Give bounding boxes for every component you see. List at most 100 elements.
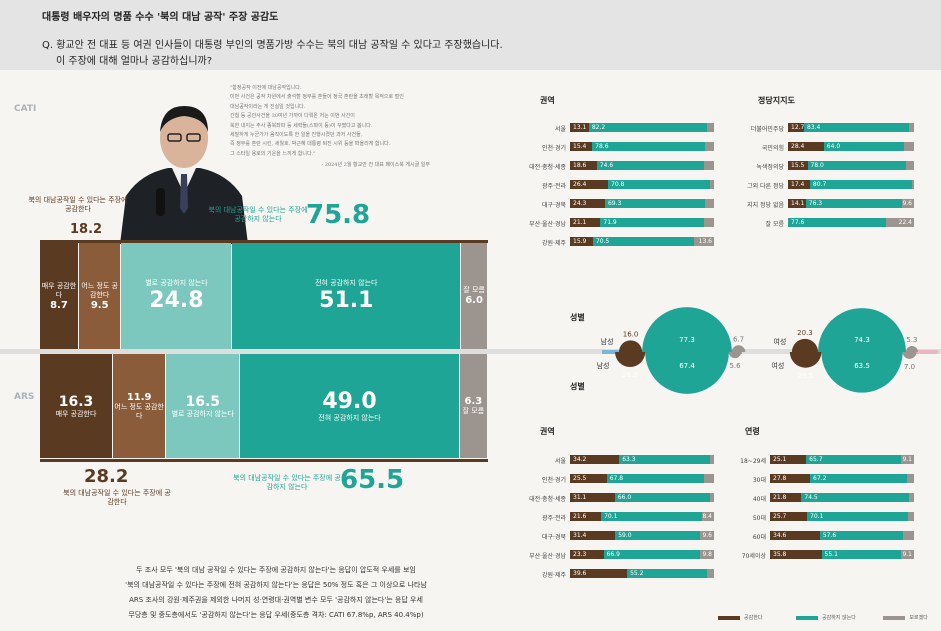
stack-segment: 21.1	[570, 218, 601, 227]
stack-segment: 34.2	[570, 455, 620, 464]
row-category-label: 광주·전라	[542, 515, 566, 522]
row-category-label: 30대	[752, 477, 766, 484]
row-category-label: 그외 다른 정당	[747, 183, 784, 190]
stack-segment: 9.1	[900, 550, 914, 559]
row-category-label: 잘 모름	[765, 221, 784, 228]
bar-category-label: 별로 공감하지 않는다	[171, 409, 234, 418]
bar-value-label: 16.5	[185, 393, 221, 410]
stack-segment: 77.6	[788, 218, 886, 227]
bar-value-label: 16.3	[58, 393, 94, 410]
row-category-label: 40대	[752, 496, 766, 503]
quote-line: 그 스타일 용로의 기운을 느끼게 합니다."	[230, 150, 316, 157]
stack-segment: 78.0	[807, 161, 906, 170]
cati-agree-total: 18.2	[70, 222, 103, 237]
main-bar-segment: 잘 모름 6.0	[461, 243, 487, 349]
header: 대통령 배우자의 명품 수수 '북의 대남 공작' 주장 공감도 Q. 황교안 …	[0, 0, 941, 70]
bar-category-label: 어느 정도 공감한다	[81, 281, 118, 299]
row-category-label: 대전·충청·세종	[529, 164, 566, 171]
stack-segment	[709, 180, 714, 189]
stack-segment	[704, 474, 714, 483]
question-line-1: Q. 황교안 전 대표 등 여권 인사들이 대통령 부인의 명품가방 수수는 북…	[42, 40, 503, 51]
bar-category-label: 전혀 공감하지 않는다	[318, 414, 381, 422]
ars-label: ARS	[14, 392, 35, 402]
stack-segment: 39.6	[570, 569, 628, 578]
speaker-photo	[120, 106, 248, 244]
row-category-label: 국민의힘	[761, 145, 784, 152]
cati-top-line	[40, 240, 488, 243]
stack-segment: 57.6	[819, 531, 903, 540]
stack-segment: 12.7	[788, 123, 804, 132]
bar-category-label: 매우 공감한다	[55, 409, 97, 418]
disagree-value: 77.3	[679, 336, 695, 344]
row-category-label: 70세이상	[741, 553, 766, 560]
stack-segment: 23.3	[570, 550, 604, 559]
quote-line: "함정공작 이전에 대남공작입니다.	[230, 85, 302, 91]
stack-segment: 31.1	[570, 493, 615, 502]
bar-value-label: 11.9	[126, 391, 152, 403]
cati-disagree-label: 북의 대남공작일 수 있다는 주장에 공감하지 않는다	[208, 206, 308, 223]
stack-segment: 66.0	[614, 493, 710, 502]
stack-segment: 24.3	[570, 199, 605, 208]
cati-label: CATI	[14, 104, 37, 114]
stack-segment	[911, 180, 914, 189]
stack-segment: 69.3	[604, 199, 705, 208]
disagree-value: 67.4	[679, 362, 695, 370]
stack-segment	[707, 123, 714, 132]
bar-value-label: 9.5	[90, 299, 109, 311]
stack-segment: 67.8	[606, 474, 705, 483]
bar-value-label: 51.1	[319, 288, 374, 313]
stack-segment: 64.0	[823, 142, 905, 151]
stack-segment: 71.9	[600, 218, 704, 227]
ars-bottom-line	[40, 459, 488, 462]
stack-segment: 66.9	[603, 550, 700, 559]
bar-value-label: 24.8	[149, 288, 204, 313]
stack-segment: 59.0	[615, 531, 701, 540]
dk-value: 7.0	[904, 363, 915, 371]
stack-segment	[705, 142, 714, 151]
stack-segment: 78.6	[592, 142, 706, 151]
bar-value-label: 8.7	[50, 299, 68, 311]
dk-half-bubble	[902, 352, 917, 359]
stack-segment: 74.5	[801, 493, 909, 502]
stack-segment: 76.3	[805, 199, 902, 208]
row-category-label: 서울	[554, 126, 566, 133]
row-category-label: 더불어민주당	[750, 126, 784, 133]
row-category-label: 인천·경기	[542, 477, 566, 484]
stack-segment: 63.3	[619, 455, 711, 464]
row-category-label: 18~29세	[740, 458, 766, 465]
sex-bubble-chart: 77.3 16.0 6.7 남성 67.4 26.9 5.6 남성 74.3 20.3 5.3 여성 6…	[597, 307, 938, 394]
quote-line: 북한 내지는 주사 종북좌파 등 세력들(스파이 등)이 꾸몄다고 봅니다.	[230, 122, 373, 129]
stack-segment: 9.6	[700, 531, 714, 540]
stack-segment: 14.1	[788, 199, 806, 208]
legend-item-agree: 공감한다	[718, 615, 762, 621]
stack-segment	[902, 531, 914, 540]
stack-segment	[706, 569, 714, 578]
stack-segment: 31.4	[570, 531, 616, 540]
main-bar-segment: 별로 공감하지 않는다 24.8	[121, 243, 232, 349]
stack-segment: 15.9	[570, 237, 593, 246]
stack-segment: 26.4	[570, 180, 609, 189]
ars-disagree-label: 북의 대남공작일 수 있다는 주장에 공감하지 않는다	[233, 474, 341, 491]
note-line: 두 조사 모두 '북의 대남 공작일 수 있다는 주장에 공감하지 않는다'는 …	[136, 566, 416, 574]
agree-value: 20.3	[797, 329, 813, 337]
stack-segment: 21.6	[570, 512, 602, 521]
stack-segment: 9.1	[900, 455, 914, 464]
region-title-cati: 권역	[540, 96, 555, 105]
stack-segment	[908, 493, 914, 502]
stack-segment: 70.1	[807, 512, 908, 521]
bar-category-label: 어느 정도 공감한다	[114, 402, 164, 420]
ars-disagree-total: 65.5	[340, 465, 405, 495]
bar-category-label: 잘 모름	[462, 407, 485, 415]
stack-segment: 17.4	[788, 180, 810, 189]
note-line: '북의 대남공작일 수 있다는 주장에 전혀 공감하지 않는다'는 응답은 50…	[125, 581, 427, 589]
row-category-label: 대구·경북	[542, 202, 566, 209]
bar-value-label: 6.3	[464, 396, 483, 407]
age-title: 연령	[745, 427, 760, 436]
stack-segment: 9.8	[699, 550, 714, 559]
stack-segment: 13.1	[570, 123, 589, 132]
main-bar-segment: 49.0 전혀 공감하지 않는다	[240, 354, 459, 458]
row-category-label: 녹색정의당	[756, 164, 784, 171]
stack-segment: 74.6	[596, 161, 705, 170]
legend-item-disagree: 공감하지 않는다	[796, 615, 856, 621]
dk-value: 5.3	[906, 336, 917, 344]
